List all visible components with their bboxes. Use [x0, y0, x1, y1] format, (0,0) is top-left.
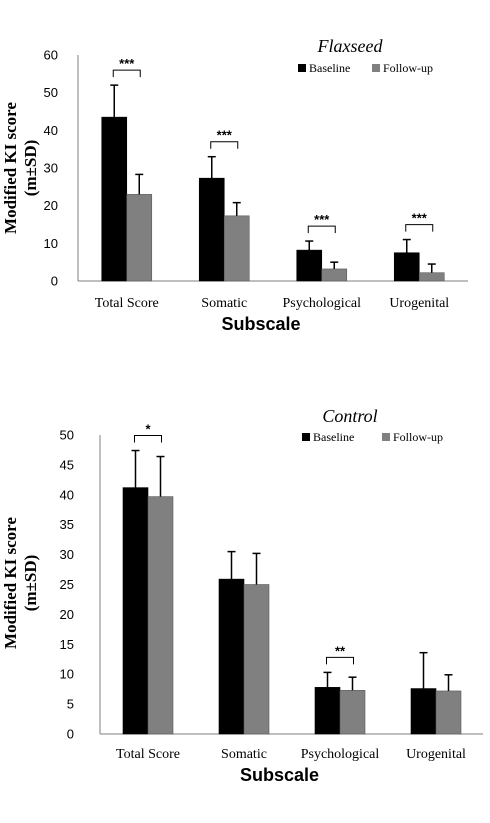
category-label: Somatic: [221, 747, 267, 762]
bar-follow-up: [126, 194, 153, 282]
x-axis-label: Subscale: [221, 314, 300, 334]
y-tick-label: 40: [60, 487, 74, 502]
y-axis-label: Modified KI score(m±SD): [1, 102, 40, 234]
significance-bracket: [210, 141, 239, 149]
category-label: Urogenital: [406, 747, 466, 762]
bar-baseline: [198, 177, 225, 282]
category-label: Psychological: [282, 296, 361, 311]
legend-swatch: [372, 64, 380, 72]
bar-baseline: [218, 578, 245, 735]
y-tick-label: 60: [44, 48, 58, 63]
y-tick-label: 10: [60, 667, 74, 682]
chart-title: Control: [322, 406, 377, 426]
x-axis-label: Subscale: [240, 765, 319, 785]
y-tick-label: 10: [44, 236, 58, 251]
y-tick-label: 45: [60, 457, 74, 472]
y-tick-label: 0: [67, 727, 74, 742]
y-tick-label: 30: [60, 547, 74, 562]
bar-baseline: [393, 252, 420, 282]
category-label: Total Score: [95, 296, 159, 311]
category-label: Somatic: [201, 296, 247, 311]
y-tick-label: 15: [60, 637, 74, 652]
y-tick-label: 30: [44, 161, 58, 176]
y-axis-label: Modified KI score(m±SD): [1, 517, 40, 649]
bar-follow-up: [435, 690, 462, 735]
significance-marker: *: [145, 422, 151, 437]
significance-marker: ***: [119, 56, 135, 71]
bar-follow-up: [418, 272, 445, 282]
legend-swatch: [302, 433, 310, 441]
chart-0: 0 10 20 30 40 50 60 Modified KI score(m±SD) Subs…: [1, 36, 468, 334]
significance-marker: ***: [217, 128, 233, 143]
y-tick-label: 5: [67, 697, 74, 712]
chart-title: Flaxseed: [317, 36, 384, 56]
legend-swatch: [298, 64, 306, 72]
significance-bracket: [134, 435, 162, 443]
legend-swatch: [382, 433, 390, 441]
bar-baseline: [314, 687, 341, 735]
y-tick-label: 35: [60, 517, 74, 532]
significance-bracket: [307, 225, 336, 234]
y-tick-label: 40: [44, 123, 58, 138]
legend-label: Baseline: [313, 430, 354, 444]
y-tick-label: 20: [44, 198, 58, 213]
bar-follow-up: [243, 584, 270, 735]
bar-follow-up: [321, 268, 348, 282]
category-label: Total Score: [116, 747, 180, 762]
category-label: Psychological: [301, 747, 380, 762]
chart-1: 0 5 10 15 20 25 30 35 40 45 50 Modified KI score(m±…: [1, 406, 483, 785]
bar-baseline: [296, 249, 323, 282]
category-label: Urogenital: [389, 296, 449, 311]
bar-baseline: [122, 487, 149, 735]
y-tick-label: 50: [44, 85, 58, 100]
y-tick-label: 20: [60, 607, 74, 622]
legend-label: Follow-up: [393, 430, 443, 444]
bar-baseline: [410, 688, 437, 735]
bar-follow-up: [147, 496, 174, 735]
significance-marker: **: [335, 643, 346, 658]
bar-follow-up: [223, 215, 250, 282]
legend-label: Baseline: [309, 61, 350, 75]
y-tick-label: 0: [51, 274, 58, 289]
significance-bracket: [405, 224, 434, 232]
y-tick-label: 25: [60, 577, 74, 592]
significance-marker: ***: [412, 211, 428, 226]
significance-marker: ***: [314, 212, 330, 227]
legend-label: Follow-up: [383, 61, 433, 75]
bar-follow-up: [339, 690, 366, 735]
significance-bracket: [112, 69, 141, 78]
significance-bracket: [326, 656, 354, 665]
y-tick-label: 50: [60, 428, 74, 443]
bar-baseline: [101, 116, 128, 282]
